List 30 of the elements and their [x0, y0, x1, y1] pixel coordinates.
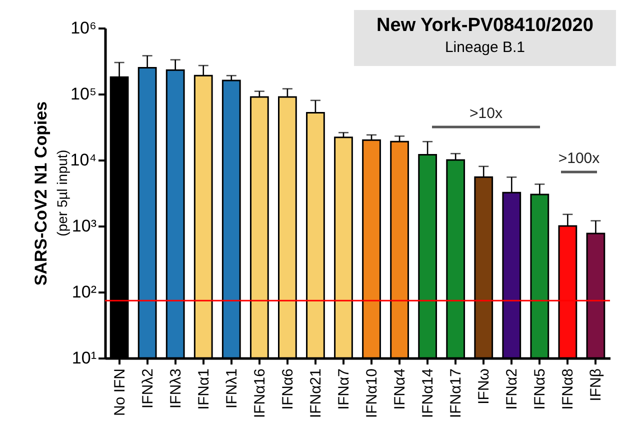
x-tick-label: IFNα21 — [307, 368, 324, 418]
x-tick-label: IFNα17 — [448, 368, 465, 418]
text: (per 5µl input) — [54, 150, 70, 236]
annotation: >100x — [558, 150, 600, 167]
y-tick-label: 10¹ — [72, 348, 97, 368]
y-tick-label: 10⁴ — [70, 150, 96, 170]
x-tick-label: IFNα4 — [392, 368, 409, 410]
x-tick-label: IFNλ2 — [139, 368, 156, 409]
x-tick-label: IFNα5 — [532, 368, 549, 410]
y-tick-label: 10⁶ — [70, 18, 96, 38]
x-tick-label: IFNλ1 — [223, 368, 240, 409]
x-tick-label: IFNλ3 — [167, 368, 184, 409]
x-tick-label: IFNω — [476, 368, 493, 404]
chart-title: New York-PV08410/2020 — [376, 15, 594, 37]
x-tick-label: IFNα2 — [504, 368, 521, 410]
x-tick-label: IFNα10 — [364, 368, 381, 418]
x-tick-label: IFNα6 — [279, 368, 296, 410]
x-tick-label: IFNα8 — [560, 368, 577, 410]
x-tick-label: IFNβ — [588, 368, 605, 402]
x-tick-label: IFNα14 — [420, 368, 437, 418]
text: Lineage B.1 — [444, 39, 526, 56]
y-tick-label: 10² — [72, 282, 97, 302]
x-tick-label: IFNα7 — [335, 368, 352, 410]
x-tick-label: IFNα1 — [195, 368, 212, 410]
annotation: >10x — [470, 105, 503, 122]
y-tick-label: 10⁵ — [70, 84, 96, 104]
x-tick-label: No IFN — [111, 368, 128, 416]
y-axis-title: SARS-CoV2 N1 Copies — [31, 101, 50, 286]
x-tick-label: IFNα16 — [251, 368, 268, 418]
y-tick-label: 10³ — [72, 216, 97, 236]
